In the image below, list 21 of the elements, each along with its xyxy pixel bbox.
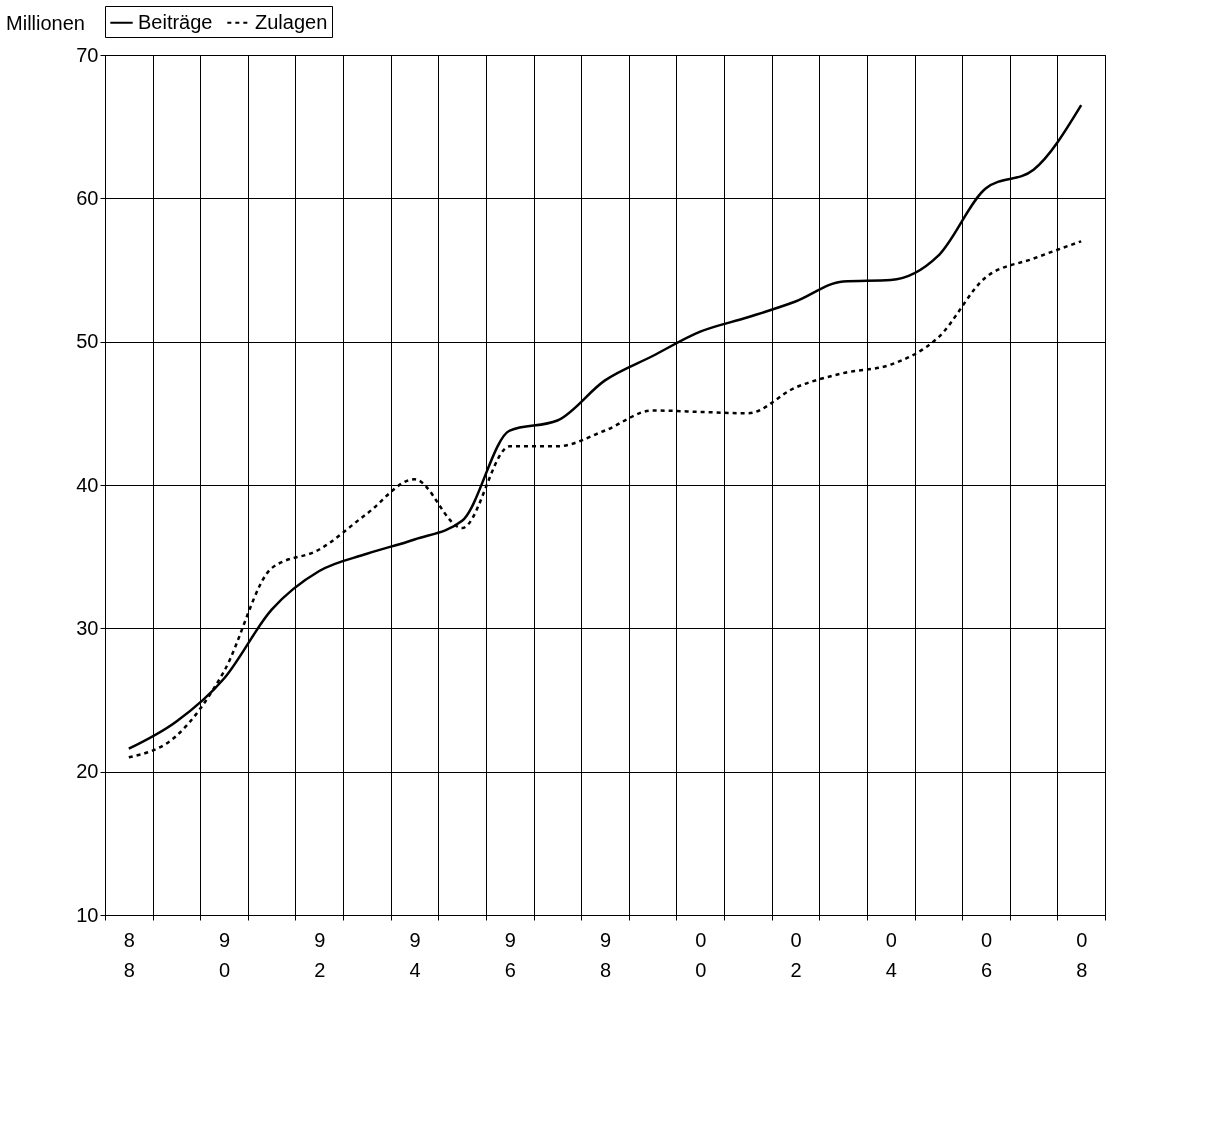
x-tick-label: 94 xyxy=(409,928,421,981)
x-tick-label: 06 xyxy=(980,928,993,981)
y-tick-label: 50 xyxy=(76,330,99,353)
x-tick-label: 08 xyxy=(1076,928,1088,981)
y-tick-label: 40 xyxy=(76,473,99,496)
y-tick-label: 60 xyxy=(76,186,99,209)
y-tick-label: 10 xyxy=(76,903,99,926)
x-tick-label: 02 xyxy=(790,928,802,981)
x-tick-label: 90 xyxy=(218,928,231,981)
x-tick-label: 88 xyxy=(123,928,135,981)
x-tick-label: 04 xyxy=(885,928,897,981)
x-tick-label: 96 xyxy=(504,928,516,981)
y-axis-title: Millionen xyxy=(6,11,85,34)
y-tick-label: 20 xyxy=(76,760,99,783)
y-tick-label: 70 xyxy=(76,43,99,66)
x-tick-label: 00 xyxy=(695,928,707,981)
legend-label: Beiträge xyxy=(138,10,213,33)
x-tick-label: 98 xyxy=(599,928,612,981)
x-tick-label: 92 xyxy=(314,928,326,981)
y-tick-label: 30 xyxy=(76,616,99,639)
legend-label: Zulagen xyxy=(255,10,328,33)
